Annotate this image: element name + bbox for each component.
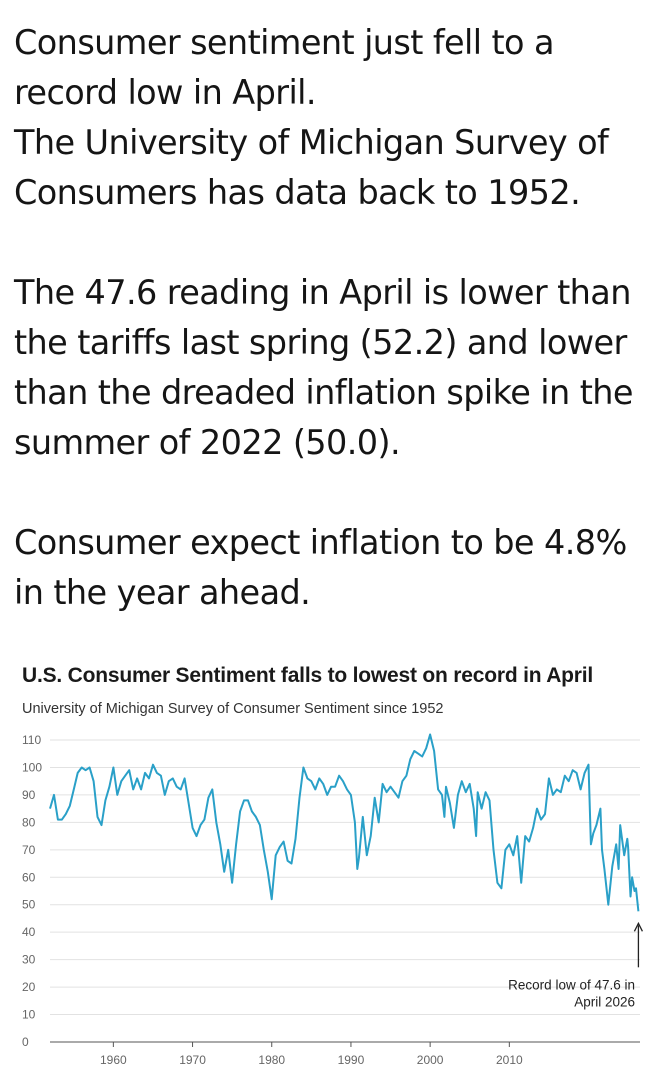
text-line: summer of 2022 (50.0). bbox=[14, 423, 401, 462]
annotation-arrowhead bbox=[633, 921, 643, 932]
x-tick-label: 1970 bbox=[179, 1053, 206, 1067]
x-tick-label: 1990 bbox=[338, 1053, 365, 1067]
text-line: Consumer expect inflation to be 4.8% bbox=[14, 523, 627, 562]
paragraph-2: The 47.6 reading in April is lower than … bbox=[14, 268, 654, 468]
paragraph-3: Consumer expect inflation to be 4.8% in … bbox=[14, 518, 654, 618]
chart-card: U.S. Consumer Sentiment falls to lowest … bbox=[0, 650, 662, 1080]
text-line: record low in April. bbox=[14, 73, 317, 112]
text-line: the tariffs last spring (52.2) and lower bbox=[14, 323, 627, 362]
paragraph-1: Consumer sentiment just fell to a record… bbox=[14, 18, 654, 218]
text-line: in the year ahead. bbox=[14, 573, 311, 612]
y-tick-label: 30 bbox=[22, 953, 36, 967]
x-tick-label: 1980 bbox=[258, 1053, 285, 1067]
y-tick-label: 80 bbox=[22, 815, 36, 829]
y-tick-label: 90 bbox=[22, 788, 36, 802]
annotation-label: April 2026 bbox=[574, 994, 635, 1009]
chart-title: U.S. Consumer Sentiment falls to lowest … bbox=[22, 664, 594, 687]
post-text: Consumer sentiment just fell to a record… bbox=[14, 18, 654, 618]
x-tick-label: 1960 bbox=[100, 1053, 127, 1067]
chart-subtitle: University of Michigan Survey of Consume… bbox=[22, 701, 444, 717]
y-tick-label: 40 bbox=[22, 925, 36, 939]
y-tick-label: 70 bbox=[22, 843, 36, 857]
y-tick-label: 60 bbox=[22, 870, 36, 884]
sentiment-series-line bbox=[49, 733, 640, 912]
text-line: The 47.6 reading in April is lower than bbox=[14, 273, 631, 312]
text-line: Consumers has data back to 1952. bbox=[14, 173, 581, 212]
y-tick-label: 100 bbox=[22, 760, 42, 774]
text-line: Consumer sentiment just fell to a bbox=[14, 23, 555, 62]
x-tick-label: 2000 bbox=[417, 1053, 444, 1067]
chart-plot: 0 10 20 30 40 50 60 70 80 90 100 110 1960 1970 1980 199… bbox=[22, 733, 643, 1067]
annotation-label: Record low of 47.6 in bbox=[508, 977, 635, 992]
y-tick-label: 50 bbox=[22, 898, 36, 912]
x-tick-label: 2010 bbox=[496, 1053, 523, 1067]
y-tick-label: 10 bbox=[22, 1008, 36, 1022]
text-line: The University of Michigan Survey of bbox=[14, 123, 609, 162]
text-line: than the dreaded inflation spike in the bbox=[14, 373, 633, 412]
y-tick-label: 0 bbox=[22, 1035, 29, 1049]
y-tick-label: 110 bbox=[22, 733, 41, 747]
y-tick-label: 20 bbox=[22, 980, 36, 994]
